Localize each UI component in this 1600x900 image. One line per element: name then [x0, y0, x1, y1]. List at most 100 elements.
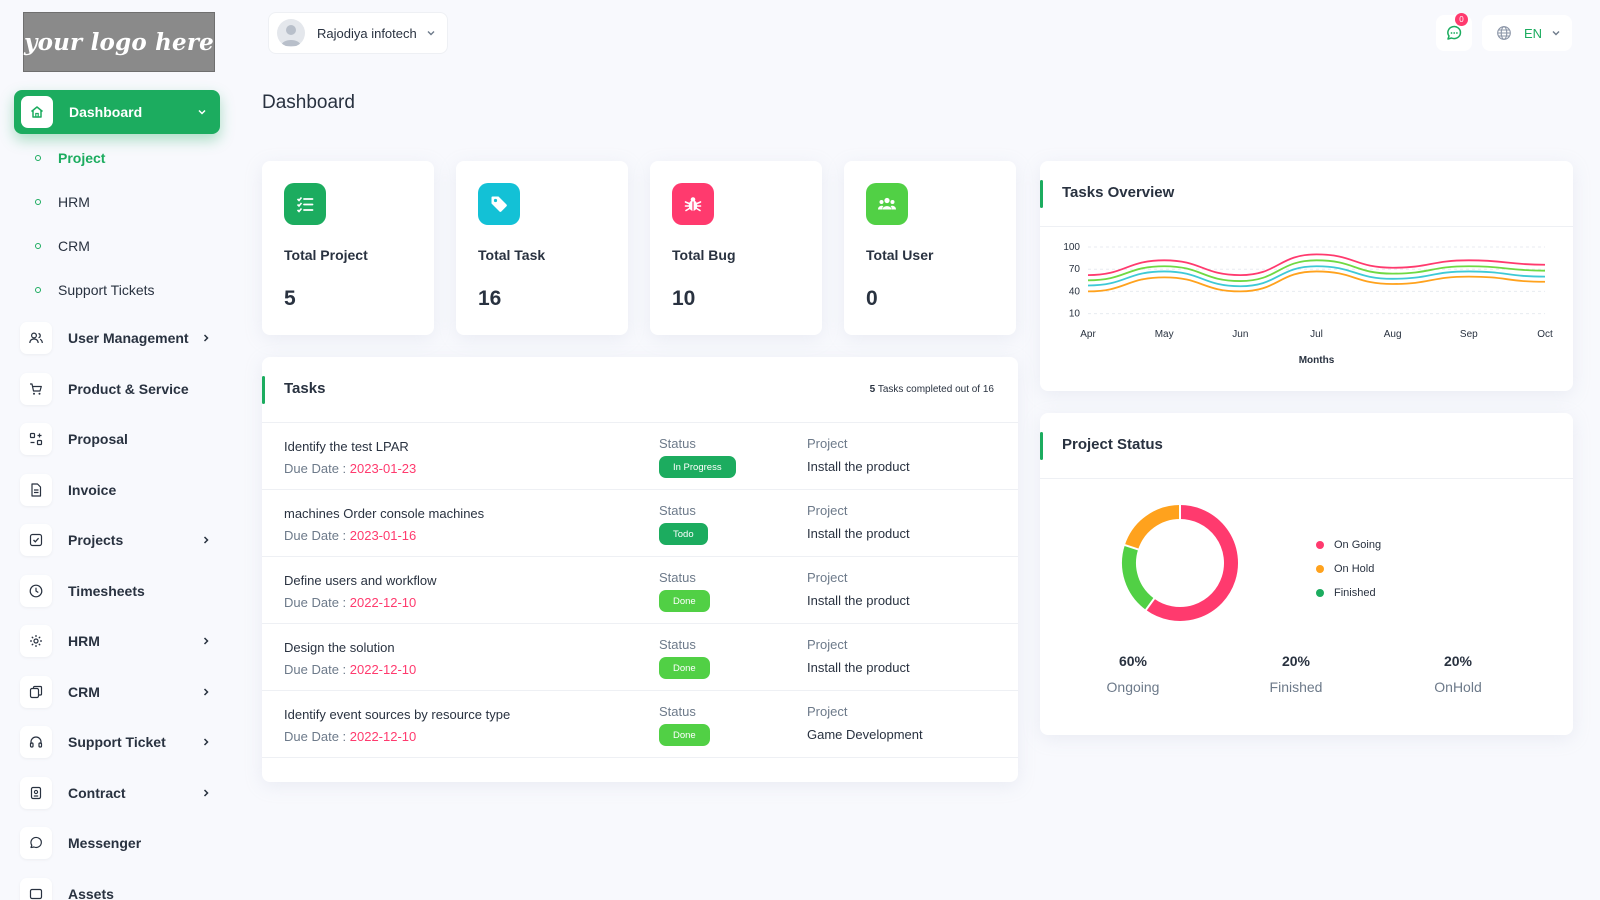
stat-value: 16 [478, 287, 502, 310]
table-row[interactable]: Identify the test LPAR Due Date : 2023-01… [262, 423, 1018, 490]
sidebar-sub-crm[interactable]: CRM [35, 238, 90, 254]
sidebar-sub-label: Support Tickets [58, 282, 155, 298]
project-status-donut [1122, 503, 1238, 621]
sidebar-item-support-ticket[interactable]: Support Ticket [20, 724, 220, 760]
sidebar-item-label: Assets [68, 886, 114, 900]
project-label: Project [807, 704, 848, 719]
clock-icon [20, 575, 52, 607]
chat-icon [1447, 25, 1462, 40]
language-selector[interactable]: EN [1482, 15, 1572, 51]
sidebar-item-invoice[interactable]: Invoice [20, 472, 220, 508]
legend-label: On Hold [1334, 563, 1375, 575]
donut-slice-on-hold[interactable] [1124, 505, 1181, 550]
task-name: machines Order console machines [284, 506, 485, 521]
status-label: Status [659, 570, 696, 585]
messages-button[interactable]: 0 [1436, 13, 1472, 51]
due-label: Due Date : [284, 461, 350, 476]
sidebar-item-dashboard[interactable]: Dashboard [14, 90, 220, 134]
due-date: 2022-12-10 [349, 729, 417, 744]
sidebar-item-hrm[interactable]: HRM [20, 623, 220, 659]
sidebar-item-projects[interactable]: Projects [20, 522, 220, 558]
x-tick-label: Jul [1310, 329, 1323, 340]
proposal-icon [20, 423, 52, 455]
sidebar-item-label: CRM [68, 684, 100, 700]
table-row[interactable]: Define users and workflow Due Date : 2022… [262, 557, 1018, 624]
logo[interactable]: your logo here [23, 12, 215, 72]
invoice-icon [20, 474, 52, 506]
donut-slice-on-going[interactable] [1145, 505, 1238, 621]
chevron-down-icon [427, 31, 435, 36]
sidebar-item-crm[interactable]: CRM [20, 674, 220, 710]
status-label: Status [659, 637, 696, 652]
sidebar-item-label: HRM [68, 633, 100, 649]
overview-card-header: Tasks Overview [1040, 161, 1573, 227]
chevron-right-icon [203, 637, 209, 645]
sidebar-item-label: Dashboard [69, 104, 143, 120]
logo-text: your logo here [24, 28, 214, 56]
sidebar-item-contract[interactable]: Contract [20, 775, 220, 811]
series-line [1087, 270, 1546, 293]
status-badge: Done [659, 657, 710, 679]
sidebar-sub-project[interactable]: Project [35, 150, 105, 166]
stat-card-total-task[interactable]: Total Task 16 [456, 161, 628, 335]
task-name: Identify the test LPAR [284, 439, 409, 454]
avatar [277, 19, 305, 47]
table-row[interactable]: machines Order console machines Due Date … [262, 490, 1018, 557]
task-due: Due Date : 2022-12-10 [284, 729, 416, 744]
company-switcher[interactable]: Rajodiya infotech [268, 12, 448, 54]
globe-icon [1497, 26, 1511, 40]
sidebar-sub-label: HRM [58, 194, 90, 210]
tag-icon [478, 183, 520, 225]
sidebar-item-messenger[interactable]: Messenger [20, 825, 220, 861]
sidebar-sub-support-tickets[interactable]: Support Tickets [35, 282, 155, 298]
sidebar-item-timesheets[interactable]: Timesheets [20, 573, 220, 609]
stat-card-total-user[interactable]: Total User 0 [844, 161, 1016, 335]
table-row[interactable]: Design the solution Due Date : 2022-12-10… [262, 624, 1018, 691]
home-icon [21, 96, 53, 128]
overview-title: Tasks Overview [1062, 184, 1175, 201]
company-name: Rajodiya infotech [317, 25, 417, 41]
chevron-right-icon [203, 536, 209, 544]
tasks-overview-chart: 100 70 40 10 Apr May Jun Jul Aug Sep Oct Months [1063, 242, 1553, 366]
sidebar-item-label: User Management [68, 330, 189, 346]
table-row[interactable]: Identify event sources by resource type D… [262, 691, 1018, 758]
sidebar-item-user-management[interactable]: User Management [20, 320, 220, 356]
chevron-down-icon [1552, 31, 1560, 36]
tasks-title: Tasks [284, 380, 326, 397]
sidebar-sub-hrm[interactable]: HRM [35, 194, 90, 210]
tasks-completed-text: Tasks completed out of 16 [877, 384, 994, 395]
project-label: Project [807, 570, 848, 585]
project-value: Install the product [807, 593, 910, 608]
legend-item-finished[interactable]: Finished [1316, 581, 1381, 605]
donut-slice-finished[interactable] [1122, 545, 1155, 610]
percent-value: 20% [1443, 653, 1473, 669]
x-axis-label: Months [1299, 355, 1335, 366]
task-name: Define users and workflow [284, 573, 437, 588]
sidebar-item-label: Contract [68, 785, 126, 801]
donut-separator [1143, 596, 1157, 613]
sidebar-item-proposal[interactable]: Proposal [20, 421, 220, 457]
legend-item-on-hold[interactable]: On Hold [1316, 557, 1381, 581]
sidebar-item-assets[interactable]: Assets [20, 876, 220, 900]
tasks-card-header: Tasks 5 Tasks completed out of 16 [262, 357, 1018, 423]
sidebar-item-label: Projects [68, 532, 124, 548]
chevron-right-icon [203, 738, 209, 746]
stat-card-total-project[interactable]: Total Project 5 [262, 161, 434, 335]
legend-label: On Going [1334, 539, 1382, 551]
page-title: Dashboard [262, 92, 355, 113]
stat-label: Total Project [284, 247, 368, 263]
project-label: Project [807, 637, 848, 652]
stat-card-total-bug[interactable]: Total Bug 10 [650, 161, 822, 335]
project-label: Project [807, 503, 848, 518]
bullet-icon [35, 155, 41, 161]
accent-bar [1040, 432, 1043, 460]
x-tick-label: Jun [1232, 329, 1248, 340]
status-badge: In Progress [659, 456, 736, 478]
sidebar-item-label: Product & Service [68, 381, 189, 397]
legend-item-on-going[interactable]: On Going [1316, 533, 1381, 557]
stat-value: 10 [672, 287, 696, 310]
stat-label: Total Bug [672, 247, 736, 263]
project-value: Install the product [807, 459, 910, 474]
sidebar-item-product-service[interactable]: Product & Service [20, 371, 220, 407]
due-label: Due Date : [284, 595, 350, 610]
